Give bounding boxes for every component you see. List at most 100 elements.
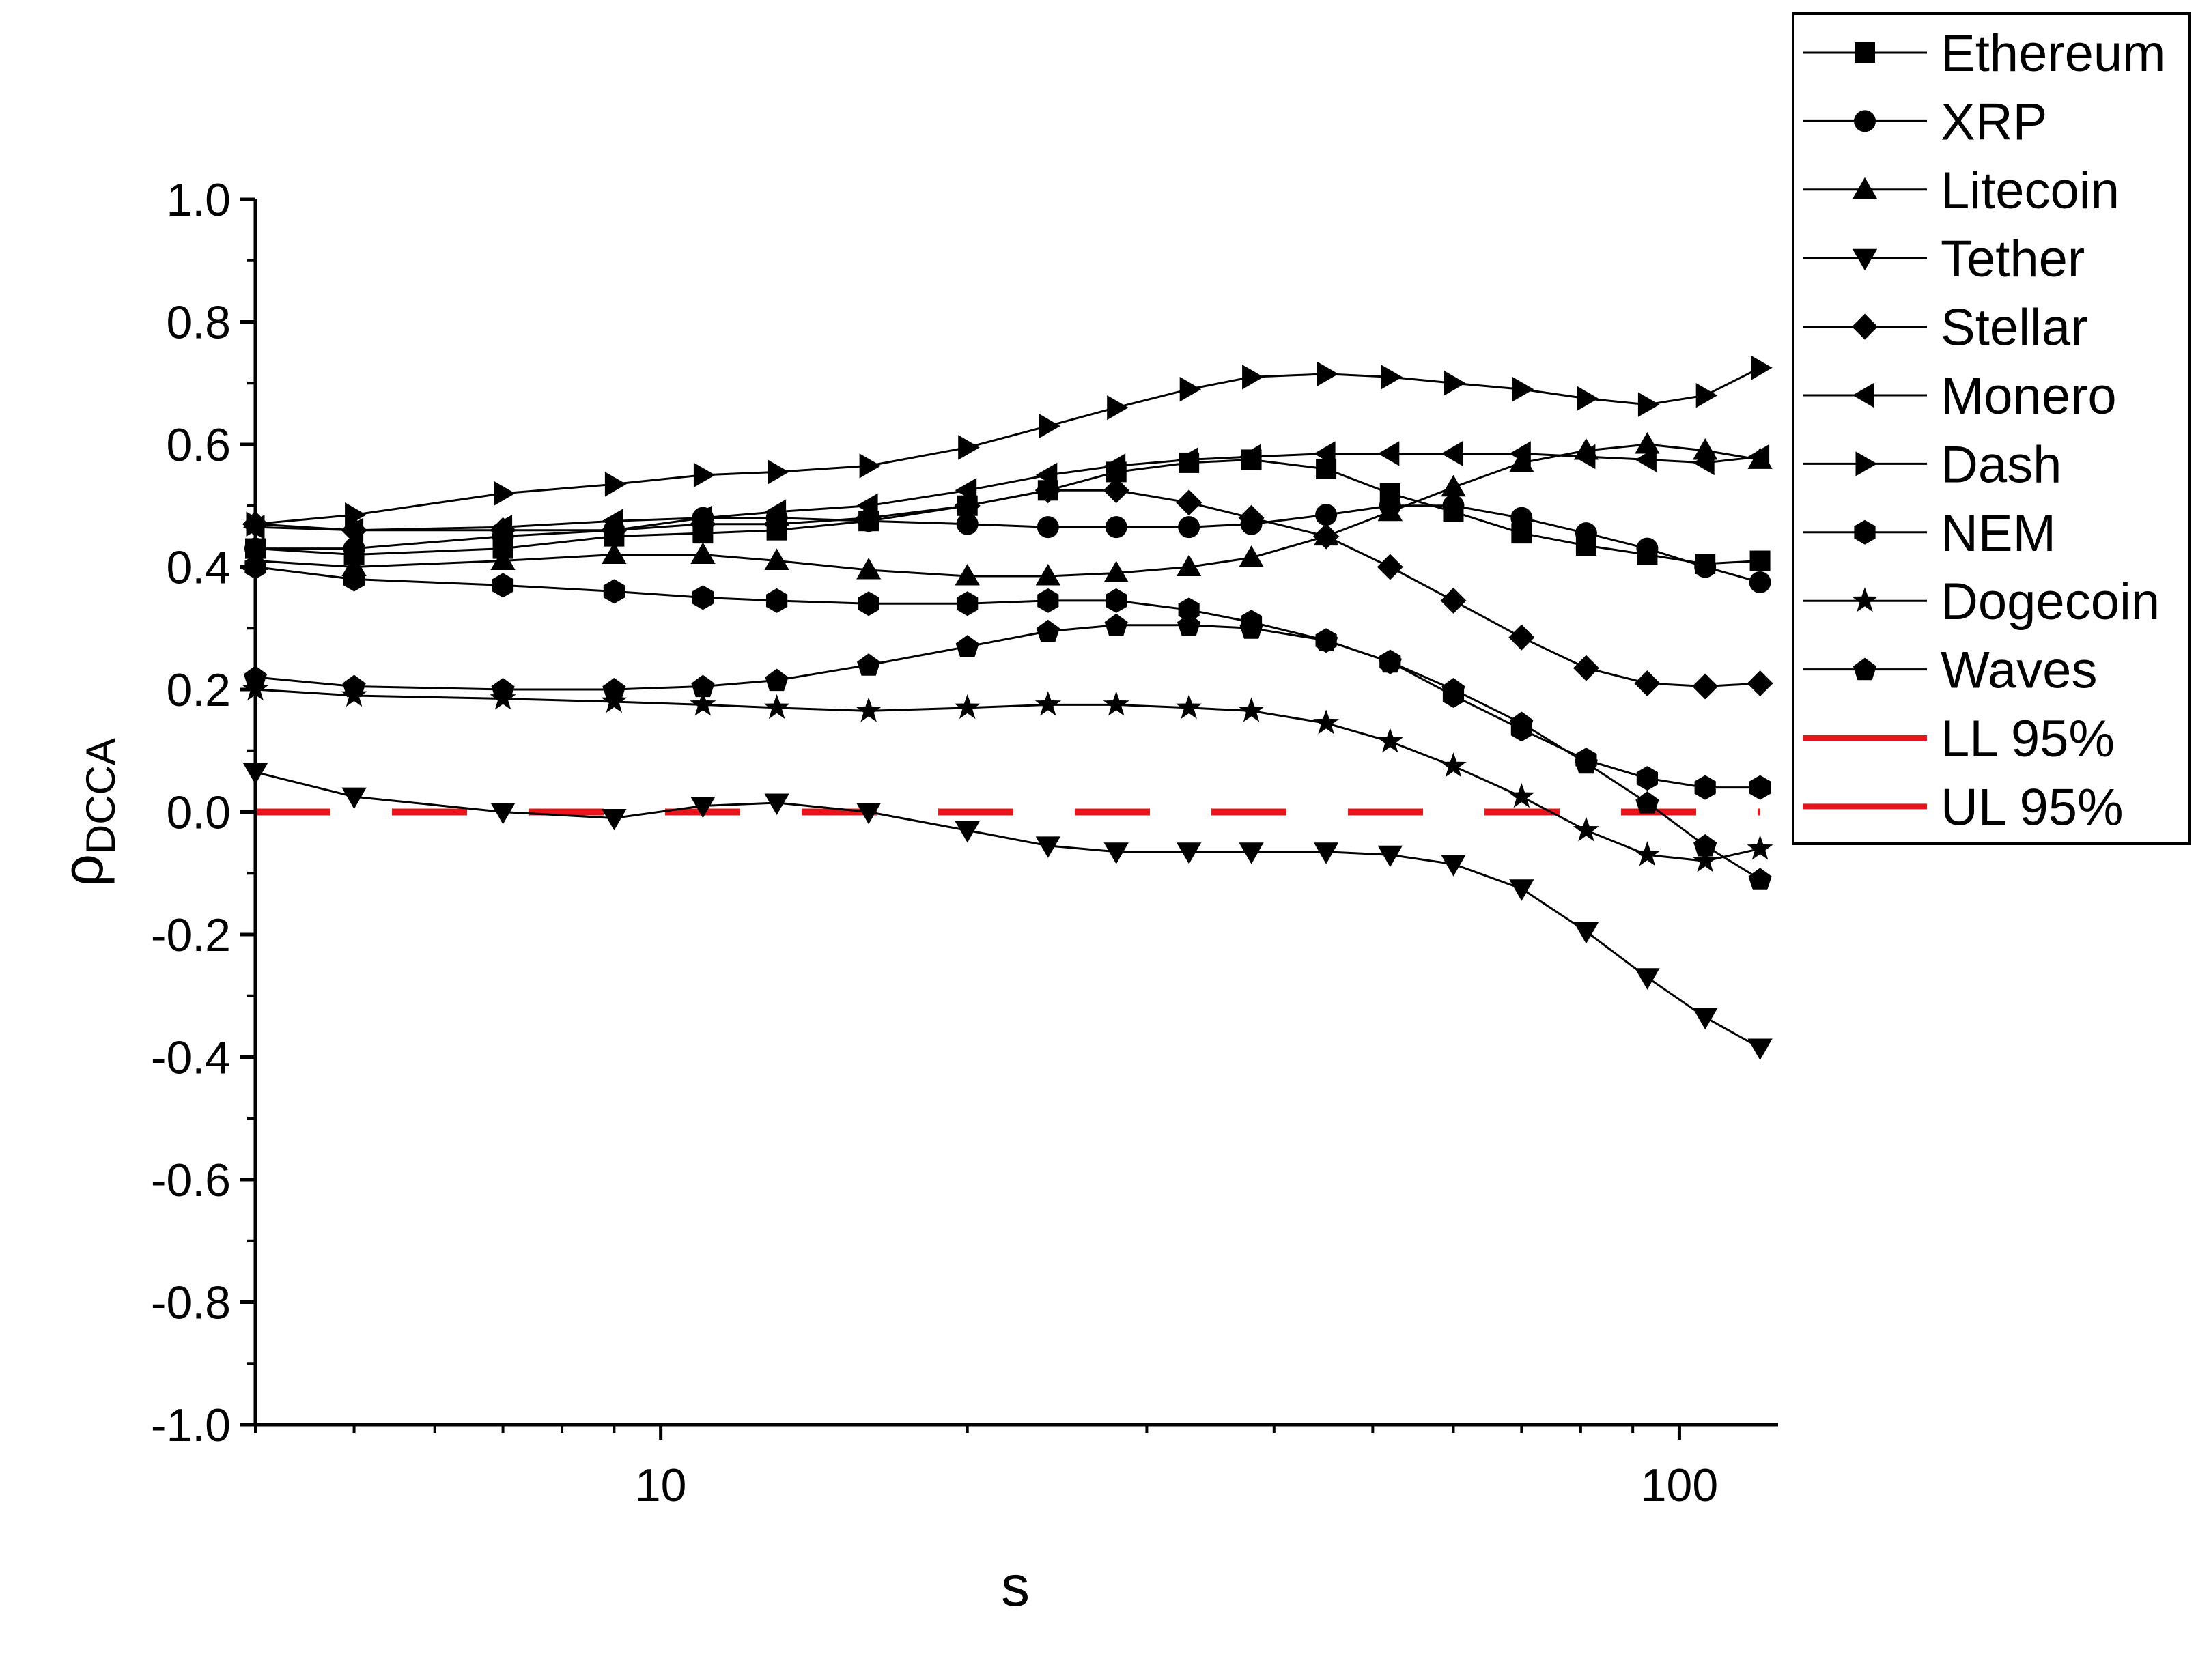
data-point (1747, 444, 1770, 470)
data-point (603, 579, 625, 604)
legend-marker (1854, 110, 1876, 132)
data-point (341, 787, 367, 810)
series-monero (243, 441, 1770, 543)
legend-label: Ethereum (1941, 25, 2166, 83)
data-point (1573, 816, 1599, 842)
data-point (1103, 477, 1129, 504)
y-axis-title: ρDCCA (51, 738, 124, 887)
data-point (492, 573, 514, 598)
data-point (954, 694, 981, 720)
data-point (1103, 453, 1126, 479)
data-point (1177, 554, 1202, 576)
legend-items: Ethereum XRP Litecoin Tether Stellar Monero Da… (1803, 25, 2166, 836)
data-point (1239, 842, 1264, 864)
series-xrp (244, 494, 1771, 593)
data-point (691, 674, 715, 698)
y-tick-label: -0.8 (151, 1277, 231, 1329)
y-axis-title-sub: DCCA (78, 738, 124, 854)
data-point (955, 564, 980, 586)
data-point (1442, 494, 1465, 517)
data-point (602, 509, 623, 534)
data-point (1512, 377, 1534, 402)
data-point (1509, 879, 1534, 901)
data-point (1635, 432, 1660, 454)
data-point (690, 691, 716, 716)
x-tick-label: 100 (1641, 1460, 1718, 1511)
data-point (1694, 556, 1717, 578)
data-point (1238, 504, 1265, 531)
legend-label: Stellar (1941, 299, 2087, 357)
data-point (1239, 616, 1263, 639)
legend-item-ul-95: UL 95% (1803, 778, 2124, 836)
data-point (1176, 489, 1202, 516)
data-point (1635, 968, 1660, 990)
data-point (1747, 1038, 1773, 1060)
data-point (1441, 855, 1466, 877)
x-tick-label: 10 (635, 1460, 687, 1511)
legend-label: NEM (1941, 504, 2056, 563)
data-point (1693, 834, 1717, 857)
data-point (1510, 711, 1534, 734)
data-point (1693, 1008, 1718, 1030)
data-point (1636, 537, 1659, 560)
legend-item-stellar: Stellar (1803, 299, 2087, 357)
data-point (764, 499, 787, 524)
data-point (602, 809, 627, 831)
data-point (1635, 447, 1657, 472)
legend-label: Litecoin (1941, 162, 2120, 220)
data-point (1692, 847, 1719, 872)
y-tick-label: -0.2 (151, 909, 231, 961)
series-line-ethereum (255, 458, 1760, 565)
y-axis-title-main: ρ (51, 854, 115, 887)
data-point (1694, 775, 1716, 800)
x-ticks: 10 100 (254, 1425, 1718, 1511)
data-point (1634, 841, 1661, 866)
data-point (1242, 365, 1264, 390)
legend-marker (1854, 519, 1876, 545)
data-point (1444, 371, 1466, 396)
data-point (1377, 554, 1403, 580)
data-point (766, 588, 788, 613)
data-point (1440, 752, 1467, 778)
data-point (1636, 766, 1658, 791)
series-ethereum (245, 449, 1771, 575)
legend-item-dash: Dash (1803, 436, 2061, 494)
data-point (859, 453, 882, 479)
data-point (1575, 522, 1597, 545)
series-line-stellar (255, 489, 1760, 688)
data-point (1637, 392, 1660, 417)
data-point (856, 493, 878, 518)
data-point (1695, 383, 1718, 408)
legend-marker (1855, 42, 1875, 63)
data-point (955, 635, 979, 657)
y-tick-label: 0.0 (166, 787, 231, 839)
data-point (955, 478, 977, 503)
data-point (1239, 545, 1264, 567)
y-tick-label: -0.4 (151, 1032, 231, 1084)
y-tick-label: -0.6 (151, 1154, 231, 1206)
legend-item-ethereum: Ethereum (1803, 25, 2166, 83)
legend-marker (1855, 451, 1877, 476)
data-point (342, 674, 366, 698)
data-point (1178, 516, 1200, 539)
legend-marker (1852, 248, 1878, 271)
data-point (1377, 441, 1400, 466)
data-point (1106, 588, 1127, 613)
series-stellar (242, 477, 1773, 700)
data-point (1177, 447, 1198, 472)
data-point (1105, 516, 1127, 539)
data-point (1179, 377, 1202, 402)
series-line-waves (255, 624, 1761, 881)
data-point (602, 678, 626, 700)
data-point (1313, 842, 1339, 864)
legend-item-monero: Monero (1803, 367, 2117, 425)
data-point (1036, 619, 1060, 642)
data-point (1377, 728, 1403, 753)
legend-item-nem: NEM (1803, 504, 2056, 563)
series-tether (242, 763, 1773, 1060)
data-point (1377, 845, 1403, 868)
legend-label: Dogecoin (1941, 573, 2160, 631)
data-point (1314, 441, 1336, 466)
data-point (1107, 395, 1129, 421)
